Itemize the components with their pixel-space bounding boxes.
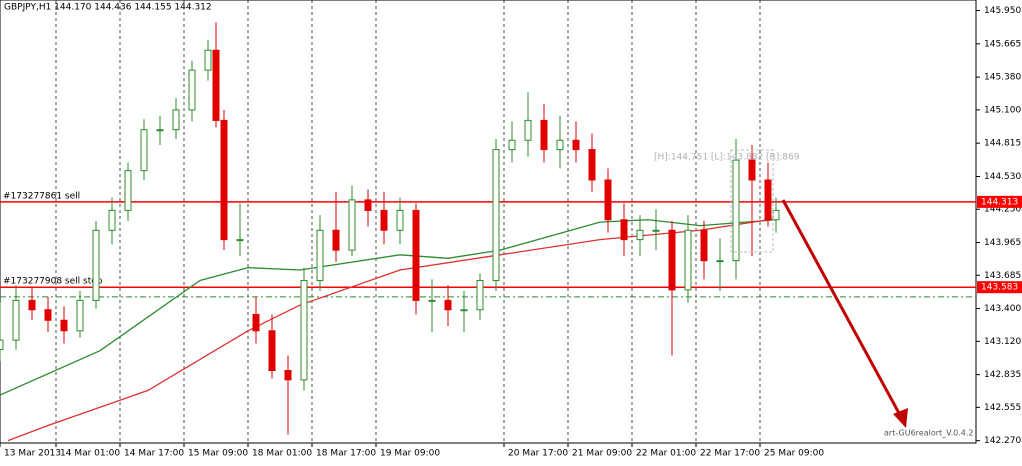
candle-body bbox=[604, 179, 612, 221]
candle-body bbox=[508, 139, 516, 151]
x-tick-label: 22 Mar 01:00 bbox=[636, 449, 696, 459]
y-tick-label: 143.400 bbox=[984, 304, 1021, 314]
candle-body bbox=[332, 229, 340, 251]
candle-body bbox=[772, 209, 780, 221]
candle-body bbox=[652, 229, 660, 232]
x-tick-label: 25 Mar 09:00 bbox=[764, 449, 824, 459]
candle-body bbox=[28, 299, 36, 311]
candle-body bbox=[364, 199, 372, 211]
candle-body bbox=[156, 129, 164, 132]
candle-body bbox=[620, 219, 628, 241]
candle-body bbox=[76, 299, 84, 332]
level-label: #173277908 sell stop bbox=[3, 277, 103, 287]
level-value: 144.313 bbox=[981, 197, 1018, 207]
x-tick-label: 14 Mar 17:00 bbox=[124, 449, 184, 459]
candle-body bbox=[204, 49, 212, 71]
moving-average bbox=[0, 219, 777, 396]
y-tick-label: 143.965 bbox=[984, 238, 1021, 248]
y-tick-label: 145.950 bbox=[984, 6, 1021, 16]
y-tick-label: 142.835 bbox=[984, 370, 1021, 380]
candle-body bbox=[0, 339, 4, 350]
candle-body bbox=[540, 119, 548, 151]
y-tick-label: 142.555 bbox=[984, 403, 1021, 413]
candle-body bbox=[396, 209, 404, 231]
candle-body bbox=[140, 129, 148, 172]
y-tick-label: 143.685 bbox=[984, 271, 1021, 281]
x-tick-label: 21 Mar 09:00 bbox=[572, 449, 632, 459]
y-tick-label: 144.250 bbox=[984, 205, 1021, 215]
candle-body bbox=[188, 69, 196, 111]
candle-body bbox=[108, 209, 116, 231]
candle-body bbox=[92, 229, 100, 301]
candle-body bbox=[316, 229, 324, 282]
candle-body bbox=[348, 199, 356, 251]
x-tick-label: 18 Mar 17:00 bbox=[316, 449, 376, 459]
candle-body bbox=[428, 299, 436, 302]
moving-average bbox=[7, 217, 777, 442]
x-tick-label: 14 Mar 01:00 bbox=[60, 449, 120, 459]
candle-body bbox=[220, 119, 228, 241]
candle-body bbox=[124, 170, 132, 211]
candle-body bbox=[476, 280, 484, 311]
y-tick-label: 145.665 bbox=[984, 39, 1021, 49]
level-badge bbox=[977, 281, 1022, 294]
candle-body bbox=[668, 229, 676, 291]
x-tick-label: 20 Mar 17:00 bbox=[508, 449, 568, 459]
candle-body bbox=[588, 149, 596, 181]
candle-body bbox=[524, 119, 532, 141]
candle-body bbox=[444, 299, 452, 311]
y-tick-label: 145.100 bbox=[984, 105, 1021, 115]
candle-body bbox=[572, 139, 580, 151]
candle-body bbox=[212, 49, 220, 121]
candle-body bbox=[300, 280, 308, 381]
plot-frame bbox=[0, 0, 977, 444]
x-tick-label: 22 Mar 17:00 bbox=[700, 449, 760, 459]
range-annotation: [H]:144.751 [L]:143.882 [R]:869 bbox=[654, 153, 800, 163]
y-tick-label: 144.530 bbox=[984, 172, 1021, 182]
candle-body bbox=[748, 159, 756, 181]
arrow bbox=[781, 199, 902, 416]
candle-body bbox=[380, 209, 388, 231]
y-tick-label: 142.270 bbox=[984, 436, 1021, 446]
y-tick-label: 144.815 bbox=[984, 139, 1021, 149]
candle-body bbox=[236, 239, 244, 242]
candle-body bbox=[268, 330, 276, 372]
level-label: #173277861 sell bbox=[3, 191, 80, 201]
candle-body bbox=[636, 229, 644, 241]
candle-body bbox=[684, 229, 692, 291]
range-box bbox=[730, 149, 774, 253]
watermark: art-GU6realort_V.0.4.2 bbox=[884, 429, 973, 438]
candle-body bbox=[172, 109, 180, 131]
level-badge bbox=[977, 195, 1022, 208]
x-tick-label: 18 Mar 01:00 bbox=[252, 449, 312, 459]
chart-title: GBPJPY,H1 144.170 144.436 144.155 144.31… bbox=[4, 3, 212, 13]
candle-body bbox=[556, 139, 564, 151]
candle-body bbox=[44, 309, 52, 321]
candle-body bbox=[716, 260, 724, 263]
level-value: 143.583 bbox=[981, 283, 1018, 293]
candle-body bbox=[492, 149, 500, 282]
candle-body bbox=[700, 229, 708, 262]
y-tick-label: 145.380 bbox=[984, 73, 1021, 83]
x-tick-label: 13 Mar 2013 bbox=[4, 449, 61, 459]
candle-body bbox=[732, 159, 740, 262]
arrow-head bbox=[893, 408, 908, 428]
candle-body bbox=[460, 309, 468, 312]
candle-body bbox=[252, 313, 260, 332]
candle-body bbox=[284, 370, 292, 381]
candle-body bbox=[12, 299, 20, 341]
candle-body bbox=[412, 209, 420, 301]
x-tick-label: 19 Mar 09:00 bbox=[380, 449, 440, 459]
candle-body bbox=[764, 179, 772, 221]
candle-body bbox=[60, 319, 68, 332]
x-tick-label: 15 Mar 09:00 bbox=[188, 449, 248, 459]
y-tick-label: 143.120 bbox=[984, 337, 1021, 347]
